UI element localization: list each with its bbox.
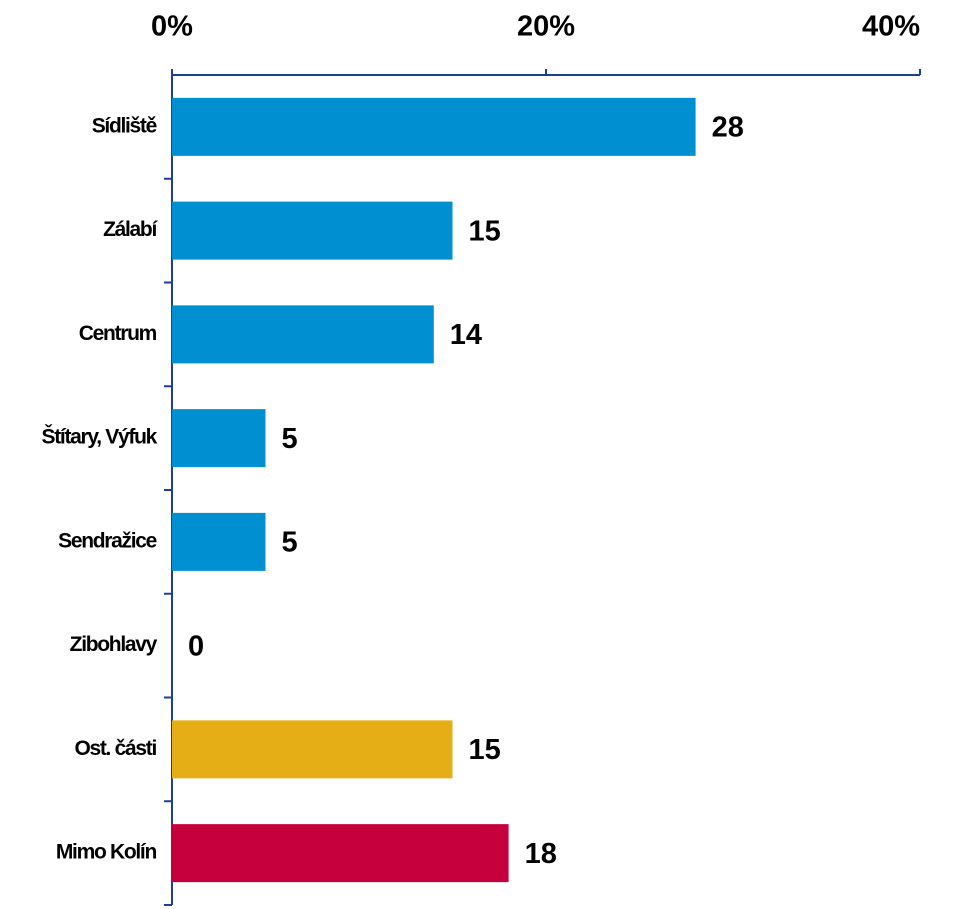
bar <box>172 512 266 571</box>
y-tick-label: Sídliště <box>92 114 157 137</box>
bar <box>172 97 696 156</box>
y-tick-label: Zálabí <box>103 218 158 241</box>
data-label: 28 <box>712 112 744 144</box>
data-label: 14 <box>450 319 482 351</box>
bar <box>172 201 453 260</box>
data-label: 18 <box>525 838 557 870</box>
data-label: 15 <box>469 734 501 766</box>
bar <box>172 720 453 779</box>
y-tick-label: Mimo Kolín <box>56 841 157 864</box>
data-label: 5 <box>282 423 298 455</box>
data-label: 15 <box>469 215 501 247</box>
data-label: 5 <box>282 527 298 559</box>
y-tick-label: Zibohlavy <box>70 633 158 656</box>
y-tick-label: Centrum <box>79 322 157 345</box>
x-tick-label: 20% <box>517 11 575 43</box>
y-tick-label: Sendražice <box>58 529 157 552</box>
y-tick-label: Ost. části <box>74 737 156 760</box>
bar <box>172 409 266 468</box>
x-tick-label: 40% <box>862 11 920 43</box>
bar <box>172 305 434 364</box>
x-tick-label: 0% <box>151 11 193 43</box>
data-label: 0 <box>188 630 204 662</box>
y-tick-label: Štítary, Výfuk <box>42 425 158 449</box>
bar <box>172 824 509 883</box>
